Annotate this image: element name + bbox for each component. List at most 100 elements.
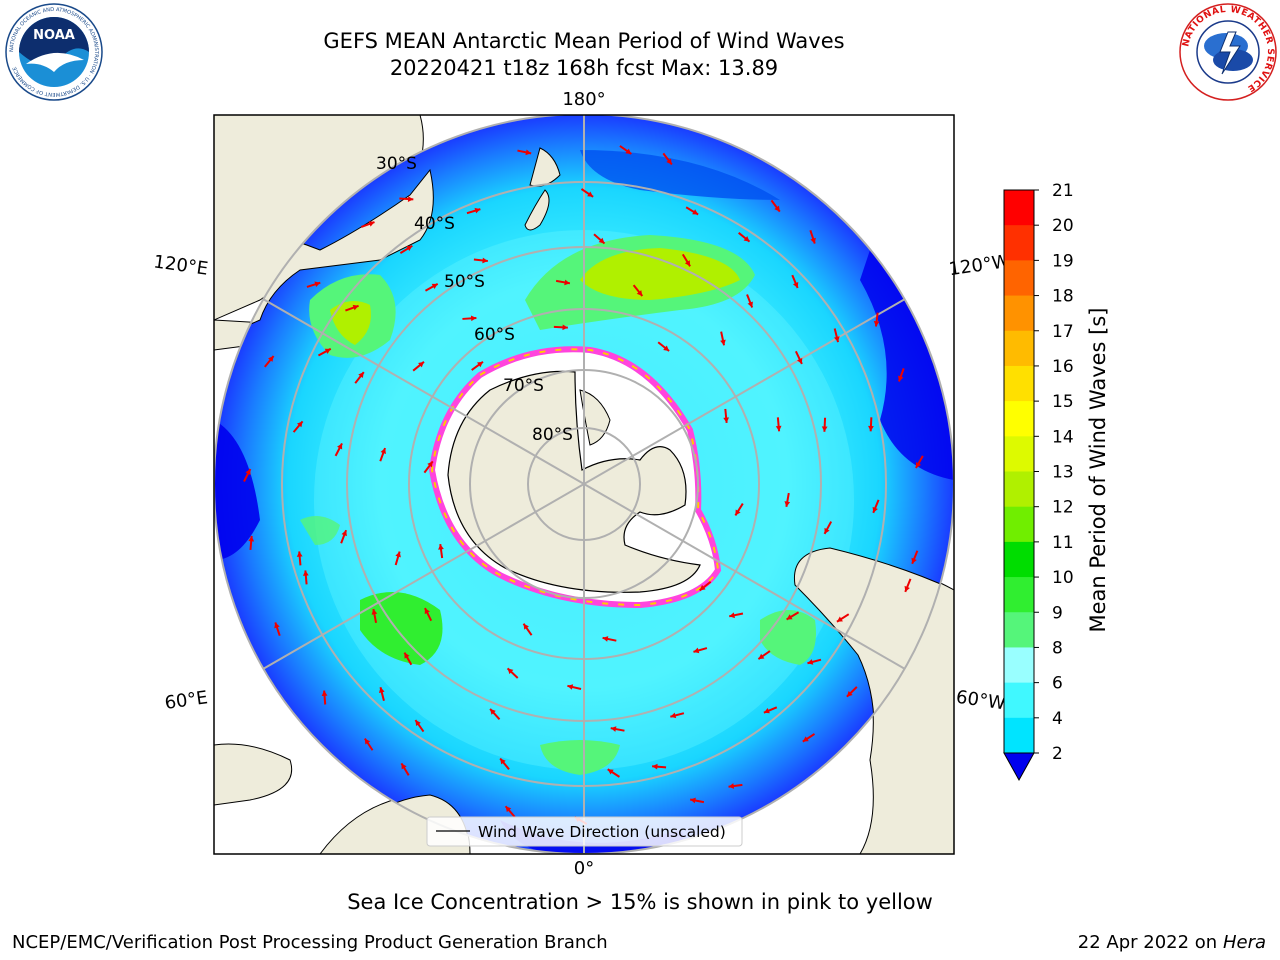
lon-label-0: 0°: [574, 858, 594, 879]
wind-wave-arrowhead: [728, 783, 735, 789]
wind-wave-arrowhead: [670, 712, 677, 719]
wind-wave-arrowhead: [268, 356, 274, 362]
noaa-logo: NATIONAL OCEANIC AND ATMOSPHERIC ADMINIS…: [5, 3, 103, 101]
colorbar-tick-label: 2: [1052, 744, 1063, 764]
nws-logo: NATIONAL WEATHER SERVICE: [1179, 3, 1277, 101]
wind-wave-arrowhead: [378, 687, 385, 694]
wind-wave-arrowhead: [743, 236, 750, 242]
colorbar-tick-label: 10: [1052, 568, 1074, 588]
wind-wave-arrowhead: [368, 221, 375, 227]
wind-wave-arrowhead: [337, 443, 343, 450]
lon-label-120e: 120°E: [152, 251, 209, 279]
wind-wave-arrowhead: [607, 769, 614, 775]
wind-wave-arrowhead: [824, 527, 830, 534]
map-frame: [213, 114, 955, 855]
colorbar-tick-label: 13: [1052, 463, 1074, 483]
colorbar-tick-label: 11: [1052, 533, 1074, 553]
colorbar-tick-label: 4: [1052, 709, 1063, 729]
wind-wave-arrowhead: [720, 339, 726, 346]
lon-label-60w: 60°W: [955, 687, 1007, 715]
colorbar-band: [1004, 471, 1034, 508]
wind-wave-arrowhead: [684, 260, 691, 267]
wind-wave-arrowhead: [904, 585, 910, 592]
wind-wave-arrowhead: [915, 462, 922, 469]
footer-date-text: 22 Apr 2022 on: [1077, 932, 1218, 953]
wind-wave-arrowhead: [602, 636, 609, 642]
wind-wave-arrowhead: [380, 448, 386, 454]
wind-wave-arrowhead: [431, 283, 438, 289]
wind-wave-arrowhead: [564, 279, 570, 286]
colorbar: 21 20 19 18 17 16 15 14 13 12 11 10 9 8 6 4 2: [1003, 181, 1074, 782]
colorbar-label: Mean Period of Wind Waves [s]: [1086, 307, 1110, 633]
wind-wave-arrowhead: [296, 551, 303, 557]
colorbar-band: [1004, 295, 1034, 332]
wind-wave-arrowhead: [477, 361, 483, 368]
wind-wave-arrowhead: [395, 551, 401, 558]
wind-wave-arrowhead: [747, 301, 753, 308]
lon-label-120w: 120°W: [947, 251, 1011, 280]
wind-wave-arrowhead: [625, 148, 632, 154]
wind-wave-arrowhead: [438, 544, 444, 550]
lon-label-60e: 60°E: [163, 687, 209, 714]
wind-wave-arrowhead: [873, 320, 880, 327]
wind-wave-arrowhead: [652, 763, 658, 770]
wind-wave-arrowhead: [274, 622, 280, 629]
lat-label-30s: 30°S: [376, 154, 417, 174]
wind-wave-arrowhead: [636, 290, 643, 297]
map-subtitle: 20220421 t18z 168h fcst Max: 13.89: [389, 56, 779, 80]
colorbar-band: [1004, 365, 1034, 402]
colorbar-tick-label: 14: [1052, 427, 1074, 447]
wind-wave-arrowhead: [505, 806, 512, 813]
wind-wave-arrowhead: [723, 417, 730, 423]
lon-label-180: 180°: [562, 89, 605, 110]
wind-wave-arrowhead: [758, 653, 765, 660]
colorbar-tick-label: 12: [1052, 498, 1074, 518]
colorbar-band: [1004, 612, 1034, 648]
wind-wave-arrowhead: [352, 304, 359, 311]
wind-wave-arrowhead: [775, 425, 782, 432]
wind-wave-arrowhead: [407, 196, 414, 202]
wind-wave-arrowhead: [406, 245, 413, 252]
lat-label-80s: 80°S: [532, 425, 573, 445]
colorbar-tick-label: 19: [1052, 251, 1074, 271]
wind-wave-arrowhead: [792, 282, 799, 289]
wind-wave-arrowhead: [523, 623, 529, 630]
wind-wave-arrowhead: [735, 509, 741, 516]
wind-wave-arrowhead: [872, 506, 878, 513]
wind-wave-arrowhead: [786, 614, 793, 620]
colorbar-band: [1004, 401, 1034, 437]
colorbar-band: [1004, 717, 1034, 754]
wind-wave-arrowhead: [836, 616, 843, 622]
colorbar-band: [1004, 682, 1034, 719]
colorbar-tick-label: 6: [1052, 674, 1063, 694]
lat-label-40s: 40°S: [414, 214, 455, 234]
wind-wave-arrowhead: [774, 205, 780, 212]
wind-wave-arrows: [243, 145, 924, 825]
noaa-logo-text: NOAA: [33, 28, 75, 43]
lat-label-70s: 70°S: [503, 376, 544, 396]
map-title: GEFS MEAN Antarctic Mean Period of Wind …: [323, 29, 845, 53]
sea-ice-note: Sea Ice Concentration > 15% is shown in …: [347, 890, 933, 914]
wind-wave-arrowhead: [302, 570, 309, 576]
colorbar-tick-label: 17: [1052, 322, 1074, 342]
colorbar-extend: [1003, 752, 1035, 782]
wind-wave-arrowhead: [690, 797, 696, 804]
wind-wave-arrowhead: [562, 324, 568, 331]
wind-wave-arrowhead: [911, 557, 917, 564]
wind-wave-arrowhead: [784, 501, 791, 507]
wind-wave-arrowhead: [810, 237, 816, 244]
footer-credit: NCEP/EMC/Verification Post Processing Pr…: [12, 932, 608, 953]
footer-host: Hera: [1222, 932, 1266, 953]
wind-wave-arrowhead: [692, 209, 699, 215]
colorbar-band: [1004, 260, 1034, 297]
colorbar-tick-label: 9: [1052, 603, 1063, 623]
wind-wave-arrowhead: [567, 684, 574, 690]
wind-wave-arrowhead: [821, 426, 828, 432]
colorbar-band: [1004, 506, 1034, 543]
wind-wave-arrowhead: [868, 425, 874, 432]
wind-wave-arrowhead: [699, 584, 706, 591]
wind-wave-arrowhead: [833, 336, 840, 343]
wind-wave-arrowhead: [418, 361, 424, 368]
wind-wave-arrowhead: [482, 257, 488, 264]
wind-wave-arrowhead: [474, 207, 481, 214]
